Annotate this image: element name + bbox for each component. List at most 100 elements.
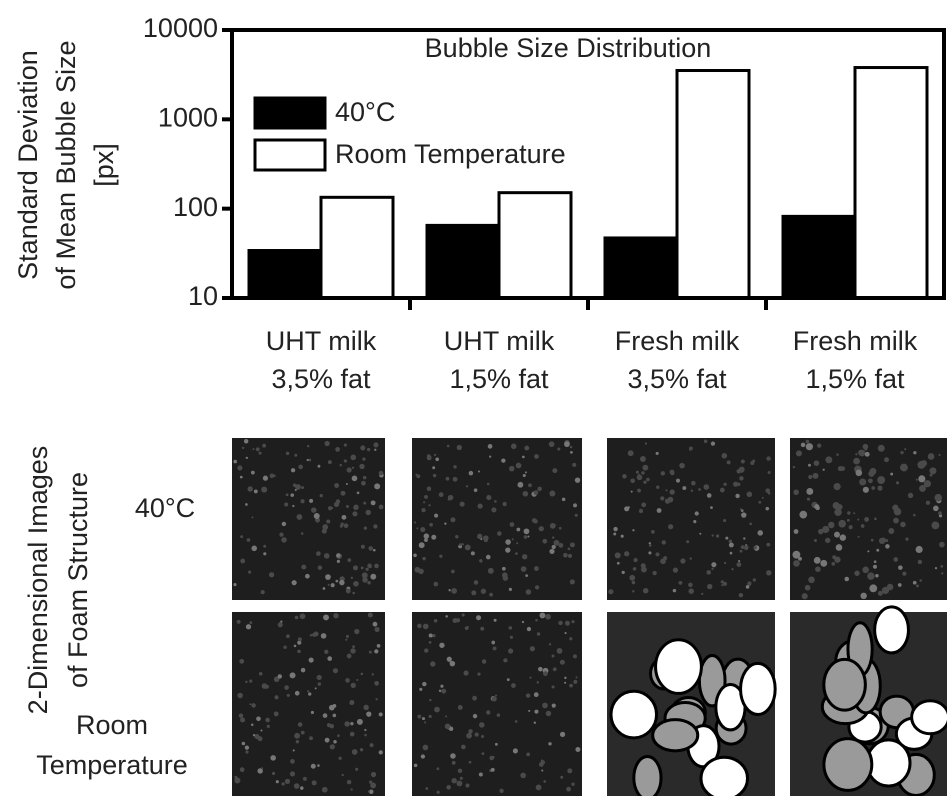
bubble bbox=[740, 545, 745, 549]
bubble bbox=[274, 695, 279, 700]
bubble bbox=[481, 752, 485, 756]
bubble bbox=[297, 722, 303, 727]
bubble bbox=[367, 580, 371, 585]
bubble bbox=[363, 526, 368, 530]
bubble bbox=[335, 579, 339, 583]
bubble bbox=[420, 754, 426, 759]
bubble bbox=[648, 544, 652, 547]
bubble bbox=[746, 491, 753, 498]
bubble bbox=[847, 511, 851, 515]
bubble bbox=[434, 706, 440, 713]
bubble bbox=[339, 579, 345, 586]
bubble bbox=[867, 550, 870, 553]
bubble bbox=[912, 580, 917, 585]
bubble bbox=[808, 576, 815, 584]
bubble bbox=[632, 754, 663, 796]
bubble bbox=[832, 555, 837, 560]
bubble bbox=[624, 551, 630, 557]
bubble bbox=[440, 684, 444, 688]
bubble bbox=[246, 538, 251, 542]
bubble bbox=[736, 562, 742, 567]
bubble bbox=[296, 514, 303, 520]
bubble bbox=[426, 486, 432, 491]
bubble bbox=[551, 536, 555, 539]
bubble bbox=[300, 730, 305, 735]
bubble bbox=[284, 778, 291, 785]
bubble bbox=[236, 619, 241, 624]
bubble bbox=[261, 486, 268, 493]
bubble bbox=[739, 476, 744, 481]
bubble bbox=[474, 732, 479, 737]
bubble bbox=[711, 534, 714, 537]
bubble bbox=[509, 522, 515, 527]
bubble bbox=[558, 543, 564, 548]
bubble bbox=[312, 632, 317, 637]
bubble bbox=[672, 567, 679, 573]
bubble bbox=[317, 764, 320, 767]
bubble bbox=[656, 485, 660, 489]
bubble bbox=[234, 777, 241, 784]
bubble bbox=[317, 464, 321, 468]
bubble bbox=[356, 718, 363, 725]
bubble bbox=[731, 567, 734, 571]
bubble bbox=[857, 535, 860, 538]
bubble bbox=[740, 459, 745, 464]
bubble bbox=[470, 551, 475, 556]
bubble bbox=[545, 613, 551, 620]
bubble bbox=[324, 649, 329, 654]
bubble bbox=[693, 520, 697, 524]
bubble bbox=[743, 545, 749, 551]
bubble bbox=[927, 453, 935, 460]
bubble bbox=[360, 672, 364, 676]
bubble bbox=[290, 468, 296, 473]
bubble bbox=[632, 590, 635, 593]
bubble bbox=[806, 488, 814, 495]
bubble bbox=[910, 699, 947, 736]
bubble bbox=[319, 494, 323, 498]
bubble bbox=[255, 447, 260, 452]
bubble bbox=[471, 590, 477, 596]
bubble bbox=[305, 573, 310, 579]
bubble bbox=[251, 545, 258, 552]
bubble bbox=[523, 528, 530, 535]
bubble bbox=[854, 570, 860, 576]
bubble bbox=[323, 553, 330, 559]
bubble bbox=[627, 506, 630, 509]
bubble bbox=[363, 501, 367, 505]
bubble bbox=[613, 532, 617, 536]
bubble bbox=[686, 540, 690, 544]
bubble bbox=[350, 721, 354, 726]
bubble bbox=[370, 573, 377, 580]
bubble bbox=[897, 583, 902, 587]
bubble bbox=[340, 490, 346, 496]
bubble bbox=[434, 513, 439, 518]
bubble bbox=[333, 613, 339, 619]
bubble bbox=[245, 456, 248, 460]
bubble bbox=[323, 614, 329, 621]
bubble bbox=[862, 566, 869, 574]
bubble bbox=[316, 551, 321, 556]
bubble bbox=[432, 466, 436, 470]
bubble bbox=[501, 572, 508, 579]
bubble bbox=[543, 780, 546, 783]
bubble bbox=[661, 540, 666, 545]
bubble bbox=[429, 698, 432, 702]
bubble bbox=[651, 718, 700, 753]
bubble bbox=[366, 447, 371, 452]
bubble bbox=[919, 484, 926, 492]
bubble bbox=[439, 642, 445, 648]
bubble bbox=[572, 462, 577, 467]
bubble bbox=[654, 638, 703, 695]
bubble bbox=[295, 484, 301, 490]
bubble bbox=[368, 650, 372, 654]
bubble bbox=[526, 626, 532, 632]
bubble bbox=[575, 676, 578, 679]
bubble bbox=[332, 668, 339, 674]
bubble bbox=[372, 548, 376, 552]
bubble bbox=[343, 443, 347, 447]
bubble bbox=[294, 615, 299, 620]
bubble bbox=[804, 584, 811, 591]
bubble bbox=[241, 741, 246, 746]
bubble bbox=[564, 631, 567, 635]
bubble bbox=[725, 536, 729, 540]
